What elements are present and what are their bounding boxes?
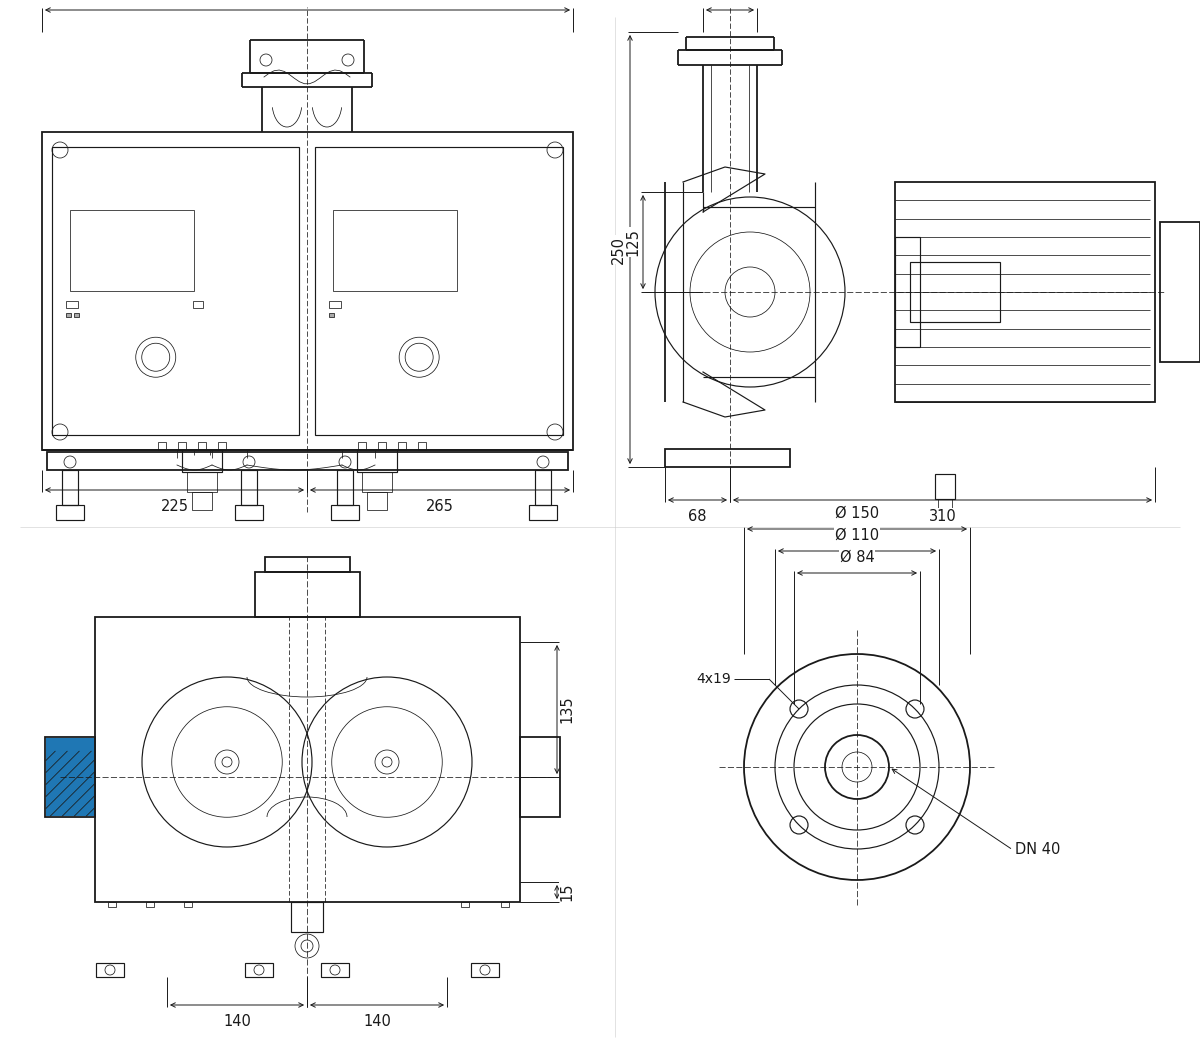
- Bar: [331, 505, 359, 520]
- Bar: [256, 572, 360, 617]
- Bar: [158, 442, 166, 450]
- Bar: [910, 262, 1000, 322]
- Bar: [378, 442, 386, 450]
- Bar: [502, 902, 509, 907]
- Bar: [187, 472, 217, 492]
- Text: 310: 310: [929, 509, 956, 524]
- Bar: [367, 492, 386, 509]
- Bar: [182, 450, 222, 472]
- Bar: [56, 505, 84, 520]
- Bar: [938, 499, 952, 516]
- Bar: [1160, 222, 1200, 361]
- Bar: [192, 492, 212, 509]
- Text: 265: 265: [426, 499, 454, 514]
- Bar: [241, 470, 257, 505]
- Bar: [46, 737, 95, 817]
- Bar: [46, 738, 94, 816]
- Bar: [529, 505, 557, 520]
- Bar: [362, 472, 392, 492]
- Bar: [74, 313, 79, 317]
- Bar: [322, 963, 349, 977]
- Bar: [218, 442, 226, 450]
- Bar: [895, 182, 1154, 402]
- Text: 140: 140: [364, 1014, 391, 1030]
- Bar: [193, 301, 203, 309]
- Bar: [329, 301, 341, 309]
- Bar: [665, 449, 790, 467]
- Bar: [895, 237, 920, 347]
- Bar: [358, 442, 366, 450]
- Bar: [66, 313, 71, 317]
- Bar: [535, 470, 551, 505]
- Text: 490: 490: [294, 0, 322, 2]
- Bar: [70, 210, 193, 291]
- Bar: [42, 132, 574, 450]
- Bar: [198, 442, 206, 450]
- Text: Ø 110: Ø 110: [835, 528, 880, 543]
- Bar: [935, 474, 955, 499]
- Bar: [314, 147, 563, 435]
- Text: 68: 68: [689, 509, 707, 524]
- Bar: [358, 450, 397, 472]
- Bar: [184, 902, 192, 907]
- Bar: [52, 147, 299, 435]
- Text: 225: 225: [161, 499, 188, 514]
- Bar: [95, 617, 520, 902]
- Bar: [329, 313, 334, 317]
- Bar: [520, 737, 560, 817]
- Bar: [66, 301, 78, 309]
- Bar: [461, 902, 469, 907]
- Text: Ø 84: Ø 84: [840, 550, 875, 565]
- Bar: [62, 470, 78, 505]
- Text: 125: 125: [625, 228, 641, 256]
- Text: DN 40: DN 40: [707, 0, 752, 2]
- Bar: [418, 442, 426, 450]
- Text: DN 40: DN 40: [1015, 842, 1061, 857]
- Text: 4x19: 4x19: [696, 672, 731, 686]
- Bar: [47, 452, 568, 470]
- Bar: [96, 963, 124, 977]
- Text: 250: 250: [611, 236, 625, 263]
- Bar: [265, 557, 350, 572]
- Text: 15: 15: [559, 883, 575, 902]
- Bar: [292, 902, 323, 932]
- Bar: [398, 442, 406, 450]
- Bar: [245, 963, 274, 977]
- Text: 135: 135: [559, 696, 575, 723]
- Bar: [337, 470, 353, 505]
- Bar: [108, 902, 116, 907]
- Bar: [178, 442, 186, 450]
- Text: 140: 140: [223, 1014, 251, 1030]
- Bar: [235, 505, 263, 520]
- Bar: [334, 210, 457, 291]
- Text: Ø 150: Ø 150: [835, 506, 880, 521]
- Bar: [470, 963, 499, 977]
- Bar: [146, 902, 154, 907]
